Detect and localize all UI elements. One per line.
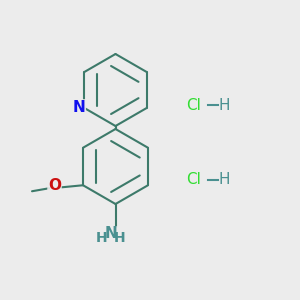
Text: O: O (48, 178, 61, 193)
Text: H: H (114, 232, 126, 245)
Text: H: H (219, 172, 230, 188)
Text: Cl: Cl (186, 98, 201, 112)
Text: N: N (105, 226, 117, 242)
Text: H: H (219, 98, 230, 112)
Text: N: N (73, 100, 85, 115)
Text: Cl: Cl (186, 172, 201, 188)
Text: H: H (96, 232, 108, 245)
